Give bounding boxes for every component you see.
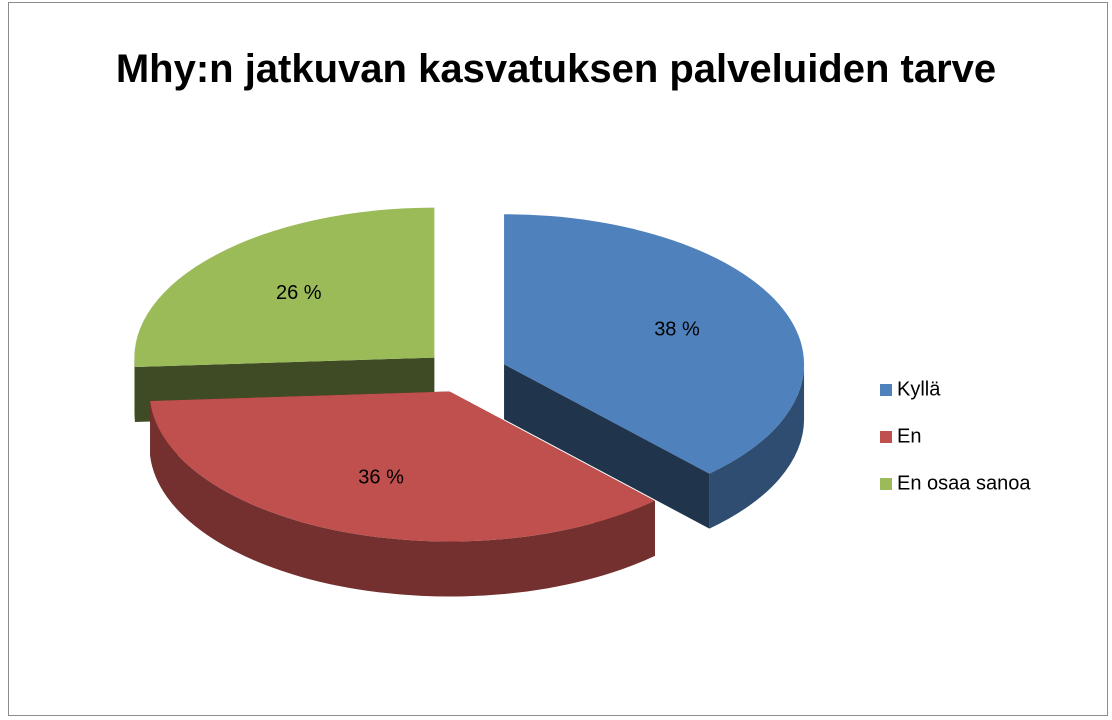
pie-slice bbox=[134, 207, 435, 368]
slice-side-face bbox=[504, 364, 710, 529]
legend-swatch bbox=[880, 431, 892, 443]
legend-label: En osaa sanoa bbox=[897, 472, 1031, 494]
pie-slice bbox=[504, 214, 805, 474]
legend-swatch bbox=[880, 384, 892, 396]
slice-wall bbox=[134, 357, 135, 423]
legend-swatch bbox=[880, 478, 892, 490]
legend-label: En bbox=[897, 425, 921, 447]
chart-border bbox=[8, 2, 1108, 716]
data-label: 38 % bbox=[654, 318, 700, 340]
data-label: 26 % bbox=[276, 282, 322, 304]
legend-label: Kyllä bbox=[897, 378, 941, 400]
data-label: 36 % bbox=[358, 466, 404, 488]
chart-title: Mhy:n jatkuvan kasvatuksen palveluiden t… bbox=[115, 47, 997, 91]
slice-wall bbox=[709, 364, 805, 529]
slice-wall bbox=[150, 400, 655, 597]
pie-slice bbox=[150, 391, 655, 542]
